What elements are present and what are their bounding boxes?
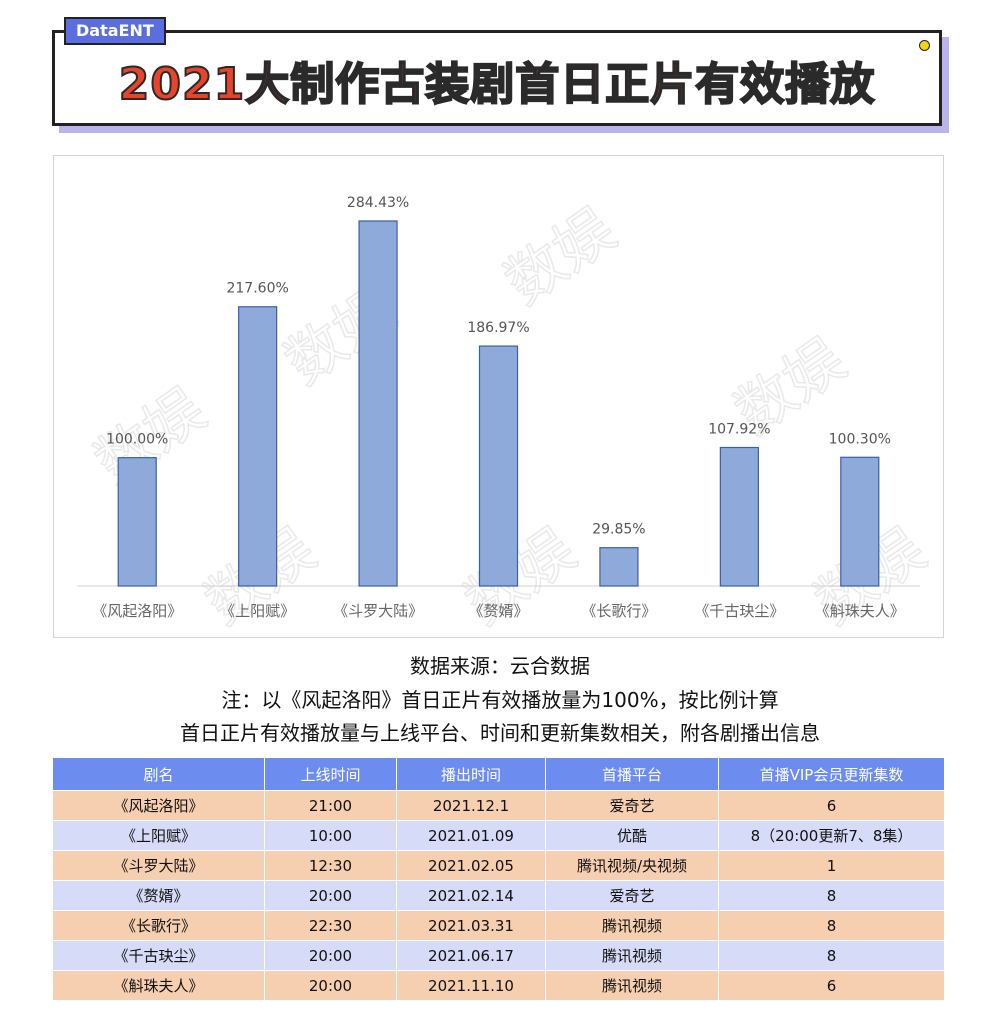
table-cell: 2021.02.05: [396, 850, 546, 881]
table-cell: 《斛珠夫人》: [52, 970, 265, 1001]
table-row: 《千古玦尘》 20:00 2021.06.17 腾讯视频 8: [52, 940, 945, 971]
bar: [599, 547, 639, 587]
table-cell: 《斗罗大陆》: [52, 850, 265, 881]
x-tick-label: 《斛珠夫人》: [815, 602, 905, 620]
table-row: 《赘婿》 20:00 2021.02.14 爱奇艺 8: [52, 880, 945, 911]
table-cell: 10:00: [264, 820, 397, 851]
brand-tag: DataENT: [64, 17, 166, 45]
table-cell: 腾讯视频: [545, 910, 719, 941]
table-cell: 《赘婿》: [52, 880, 265, 911]
data-label: 186.97%: [467, 320, 529, 336]
table-cell: 2021.01.09: [396, 820, 546, 851]
table-cell: 12:30: [264, 850, 397, 881]
table-row: 《长歌行》 22:30 2021.03.31 腾讯视频 8: [52, 910, 945, 941]
table-header-cell: 播出时间: [396, 757, 546, 791]
source-note: 数据来源：云合数据: [410, 654, 590, 678]
table-cell: 2021.06.17: [396, 940, 546, 971]
table-cell: 20:00: [264, 880, 397, 911]
table-cell: 优酷: [545, 820, 719, 851]
x-tick-label: 《长歌行》: [581, 602, 656, 620]
table-row: 《风起洛阳》 21:00 2021.12.1 爱奇艺 6: [52, 790, 945, 821]
header-frame: [52, 30, 942, 126]
broadcast-info-table: 剧名 上线时间 播出时间 首播平台 首播VIP会员更新集数 《风起洛阳》 21:…: [52, 757, 945, 1001]
bar: [238, 306, 278, 587]
table-cell: 6: [718, 790, 945, 821]
table-cell: 8: [718, 880, 945, 911]
table-cell: 《长歌行》: [52, 910, 265, 941]
bar: [719, 446, 759, 587]
table-header-cell: 首播VIP会员更新集数: [718, 757, 945, 791]
data-label: 29.85%: [592, 522, 645, 538]
table-cell: 2021.03.31: [396, 910, 546, 941]
table-cell: 腾讯视频: [545, 970, 719, 1001]
table-row: 《上阳赋》 10:00 2021.01.09 优酷 8（20:00更新7、8集）: [52, 820, 945, 851]
x-tick-label: 《风起洛阳》: [92, 602, 182, 620]
table-row: 《斗罗大陆》 12:30 2021.02.05 腾讯视频/央视频 1: [52, 850, 945, 881]
table-cell: 6: [718, 970, 945, 1001]
table-header-cell: 首播平台: [545, 757, 719, 791]
table-cell: 22:30: [264, 910, 397, 941]
table-header-cell: 剧名: [52, 757, 265, 791]
table-cell: 腾讯视频: [545, 940, 719, 971]
watermark-text: 数娱: [493, 195, 627, 317]
x-tick-label: 《上阳赋》: [220, 602, 295, 620]
bar: [358, 220, 398, 587]
decorative-dot-icon: [919, 40, 930, 51]
table-header-cell: 上线时间: [264, 757, 397, 791]
data-label: 217.60%: [226, 281, 288, 297]
table-cell: 《上阳赋》: [52, 820, 265, 851]
x-tick-label: 《斗罗大陆》: [333, 602, 423, 620]
table-row: 《斛珠夫人》 20:00 2021.11.10 腾讯视频 6: [52, 970, 945, 1001]
bar: [840, 456, 880, 587]
table-cell: 2021.02.14: [396, 880, 546, 911]
table-header-row: 剧名 上线时间 播出时间 首播平台 首播VIP会员更新集数: [52, 757, 945, 791]
table-cell: 20:00: [264, 940, 397, 971]
table-cell: 腾讯视频/央视频: [545, 850, 719, 881]
bar-chart: 数娱数娱数娱数娱数娱数娱数娱 100.00%《风起洛阳》217.60%《上阳赋》…: [77, 194, 938, 637]
table-cell: 爱奇艺: [545, 880, 719, 911]
chart-frame: 数娱数娱数娱数娱数娱数娱数娱 100.00%《风起洛阳》217.60%《上阳赋》…: [53, 155, 944, 638]
calculation-note: 注：以《风起洛阳》首日正片有效播放量为100%，按比例计算: [221, 688, 779, 712]
x-tick-label: 《赘婿》: [468, 602, 528, 620]
bar: [117, 457, 157, 587]
page-title: 2021大制作古装剧首日正片有效播放: [118, 58, 876, 111]
table-cell: 20:00: [264, 970, 397, 1001]
table-cell: 8（20:00更新7、8集）: [718, 820, 945, 851]
data-label: 107.92%: [708, 422, 770, 438]
table-cell: 《千古玦尘》: [52, 940, 265, 971]
table-cell: 8: [718, 940, 945, 971]
relation-note: 首日正片有效播放量与上线平台、时间和更新集数相关，附各剧播出信息: [180, 721, 820, 745]
table-cell: 1: [718, 850, 945, 881]
table-cell: 8: [718, 910, 945, 941]
bar: [478, 345, 519, 587]
data-label: 284.43%: [347, 195, 409, 211]
bars-layer: 100.00% 《风起洛阳》 217.60% 《上阳赋》 284.43% 《斗罗大陆》 18…: [92, 195, 905, 620]
table-cell: 2021.11.10: [396, 970, 546, 1001]
table-cell: 2021.12.1: [396, 790, 546, 821]
data-label: 100.00%: [106, 432, 168, 448]
table-cell: 21:00: [264, 790, 397, 821]
table-cell: 爱奇艺: [545, 790, 719, 821]
table-cell: 《风起洛阳》: [52, 790, 265, 821]
data-label: 100.30%: [829, 431, 891, 447]
x-tick-label: 《千古玦尘》: [694, 602, 784, 620]
